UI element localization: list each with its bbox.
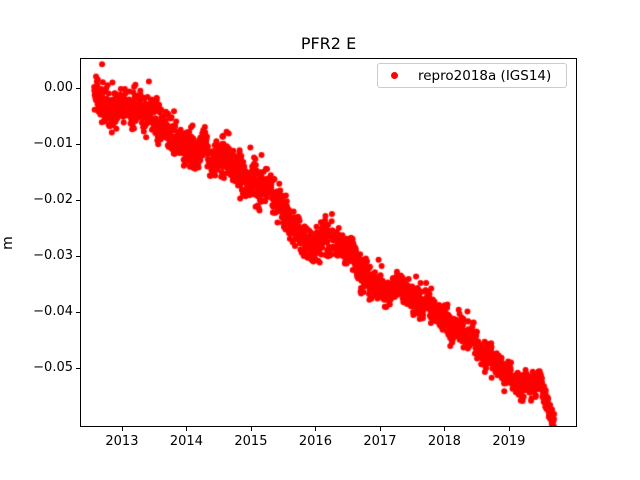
- x-tick-mark: [250, 427, 252, 431]
- y-tick-mark: [76, 256, 80, 258]
- x-tick-label: 2014: [169, 434, 203, 449]
- y-tick-mark: [76, 200, 80, 202]
- x-tick-mark: [379, 427, 381, 431]
- legend-label: repro2018a (IGS14): [418, 67, 552, 84]
- chart-title: PFR2 E: [300, 34, 357, 53]
- y-tick-label: 0.00: [44, 80, 73, 96]
- y-tick-label: −0.01: [33, 136, 73, 152]
- y-tick-label: −0.02: [33, 192, 73, 208]
- y-tick-mark: [76, 368, 80, 370]
- dot-marker-icon: [391, 72, 398, 79]
- y-tick-label: −0.04: [33, 304, 73, 320]
- y-tick-mark: [76, 144, 80, 146]
- y-tick-label: −0.03: [33, 248, 73, 264]
- y-tick-mark: [76, 88, 80, 90]
- scatter-canvas: [80, 58, 577, 427]
- x-tick-mark: [121, 427, 123, 431]
- x-tick-label: 2013: [105, 434, 139, 449]
- y-tick-label: −0.05: [33, 360, 73, 376]
- x-tick-label: 2015: [234, 434, 268, 449]
- x-tick-mark: [315, 427, 317, 431]
- x-tick-mark: [508, 427, 510, 431]
- x-tick-label: 2019: [492, 434, 526, 449]
- legend: repro2018a (IGS14): [377, 63, 567, 88]
- plot-area: [80, 58, 577, 427]
- x-tick-label: 2016: [298, 434, 332, 449]
- x-tick-label: 2018: [427, 434, 461, 449]
- x-tick-mark: [186, 427, 188, 431]
- x-tick-mark: [444, 427, 446, 431]
- x-tick-label: 2017: [363, 434, 397, 449]
- y-tick-mark: [76, 312, 80, 314]
